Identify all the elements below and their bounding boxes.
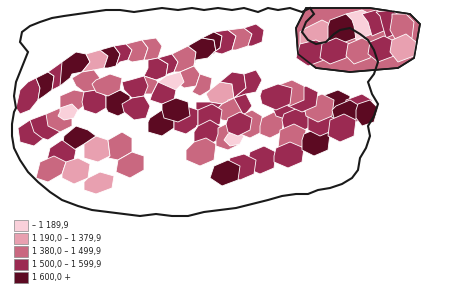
Polygon shape: [188, 38, 216, 66]
Polygon shape: [132, 76, 158, 94]
Polygon shape: [16, 78, 40, 114]
Polygon shape: [186, 138, 216, 166]
Polygon shape: [144, 58, 168, 80]
Polygon shape: [356, 100, 378, 126]
Polygon shape: [282, 108, 310, 134]
Polygon shape: [320, 38, 350, 64]
Polygon shape: [46, 108, 72, 132]
Polygon shape: [148, 110, 174, 136]
Polygon shape: [60, 90, 86, 112]
Polygon shape: [172, 46, 196, 72]
Polygon shape: [196, 102, 222, 118]
Polygon shape: [142, 38, 162, 60]
Polygon shape: [296, 40, 328, 66]
Polygon shape: [304, 94, 334, 122]
Bar: [14, 233, 28, 244]
Bar: [14, 259, 28, 270]
Polygon shape: [122, 96, 150, 120]
Polygon shape: [114, 44, 132, 66]
Polygon shape: [344, 94, 372, 122]
Polygon shape: [84, 172, 114, 194]
Polygon shape: [82, 50, 108, 72]
Polygon shape: [174, 106, 198, 134]
Polygon shape: [36, 72, 54, 100]
Polygon shape: [362, 10, 388, 36]
Polygon shape: [328, 114, 356, 142]
Polygon shape: [72, 70, 100, 92]
Polygon shape: [100, 46, 120, 68]
Polygon shape: [206, 82, 234, 104]
Polygon shape: [240, 110, 262, 138]
Polygon shape: [390, 34, 416, 62]
Polygon shape: [18, 120, 44, 146]
Polygon shape: [260, 84, 292, 110]
Polygon shape: [246, 146, 276, 174]
Polygon shape: [272, 94, 300, 120]
Polygon shape: [62, 158, 90, 184]
Polygon shape: [302, 128, 330, 156]
Polygon shape: [150, 82, 176, 104]
Polygon shape: [274, 142, 304, 168]
Polygon shape: [214, 30, 236, 54]
Polygon shape: [332, 100, 360, 124]
Polygon shape: [194, 120, 220, 146]
Text: 1 600,0 +: 1 600,0 +: [32, 273, 71, 282]
Polygon shape: [126, 40, 148, 62]
Polygon shape: [58, 104, 78, 120]
Polygon shape: [300, 20, 334, 50]
Polygon shape: [260, 112, 284, 138]
Polygon shape: [216, 122, 240, 150]
Polygon shape: [196, 104, 222, 130]
Polygon shape: [122, 76, 148, 98]
Bar: [14, 272, 28, 283]
Polygon shape: [234, 70, 262, 98]
Polygon shape: [214, 98, 244, 122]
Bar: [14, 246, 28, 257]
Polygon shape: [346, 10, 374, 40]
Bar: [14, 220, 28, 231]
Text: 1 500,0 – 1 599,9: 1 500,0 – 1 599,9: [32, 260, 101, 269]
Polygon shape: [308, 108, 336, 136]
Polygon shape: [296, 8, 420, 72]
Polygon shape: [276, 80, 304, 106]
Polygon shape: [368, 36, 396, 62]
Polygon shape: [346, 38, 374, 64]
Polygon shape: [226, 112, 252, 136]
Polygon shape: [226, 154, 256, 180]
Text: – 1 189,9: – 1 189,9: [32, 221, 69, 230]
Polygon shape: [48, 62, 72, 90]
Polygon shape: [192, 74, 212, 96]
Polygon shape: [62, 126, 96, 150]
Text: 1 380,0 – 1 499,9: 1 380,0 – 1 499,9: [32, 247, 101, 256]
Polygon shape: [162, 98, 190, 122]
Polygon shape: [158, 54, 178, 76]
Polygon shape: [82, 90, 106, 114]
Text: 1 190,0 – 1 379,9: 1 190,0 – 1 379,9: [32, 234, 101, 243]
Polygon shape: [30, 114, 60, 140]
Polygon shape: [244, 24, 264, 46]
Polygon shape: [202, 32, 222, 58]
Polygon shape: [36, 156, 66, 182]
Polygon shape: [328, 14, 358, 44]
Polygon shape: [106, 90, 130, 116]
Polygon shape: [210, 160, 240, 186]
Polygon shape: [224, 94, 252, 116]
Polygon shape: [278, 124, 306, 152]
Polygon shape: [176, 66, 200, 88]
Polygon shape: [390, 14, 414, 44]
Polygon shape: [224, 130, 244, 146]
Polygon shape: [92, 74, 122, 96]
Polygon shape: [318, 90, 350, 118]
Polygon shape: [220, 72, 246, 98]
Polygon shape: [228, 28, 252, 50]
Polygon shape: [116, 152, 144, 178]
Polygon shape: [60, 52, 90, 86]
Polygon shape: [376, 10, 402, 38]
Polygon shape: [46, 140, 76, 168]
Polygon shape: [108, 132, 132, 160]
Polygon shape: [288, 86, 318, 112]
Polygon shape: [158, 72, 184, 90]
Polygon shape: [84, 136, 110, 162]
